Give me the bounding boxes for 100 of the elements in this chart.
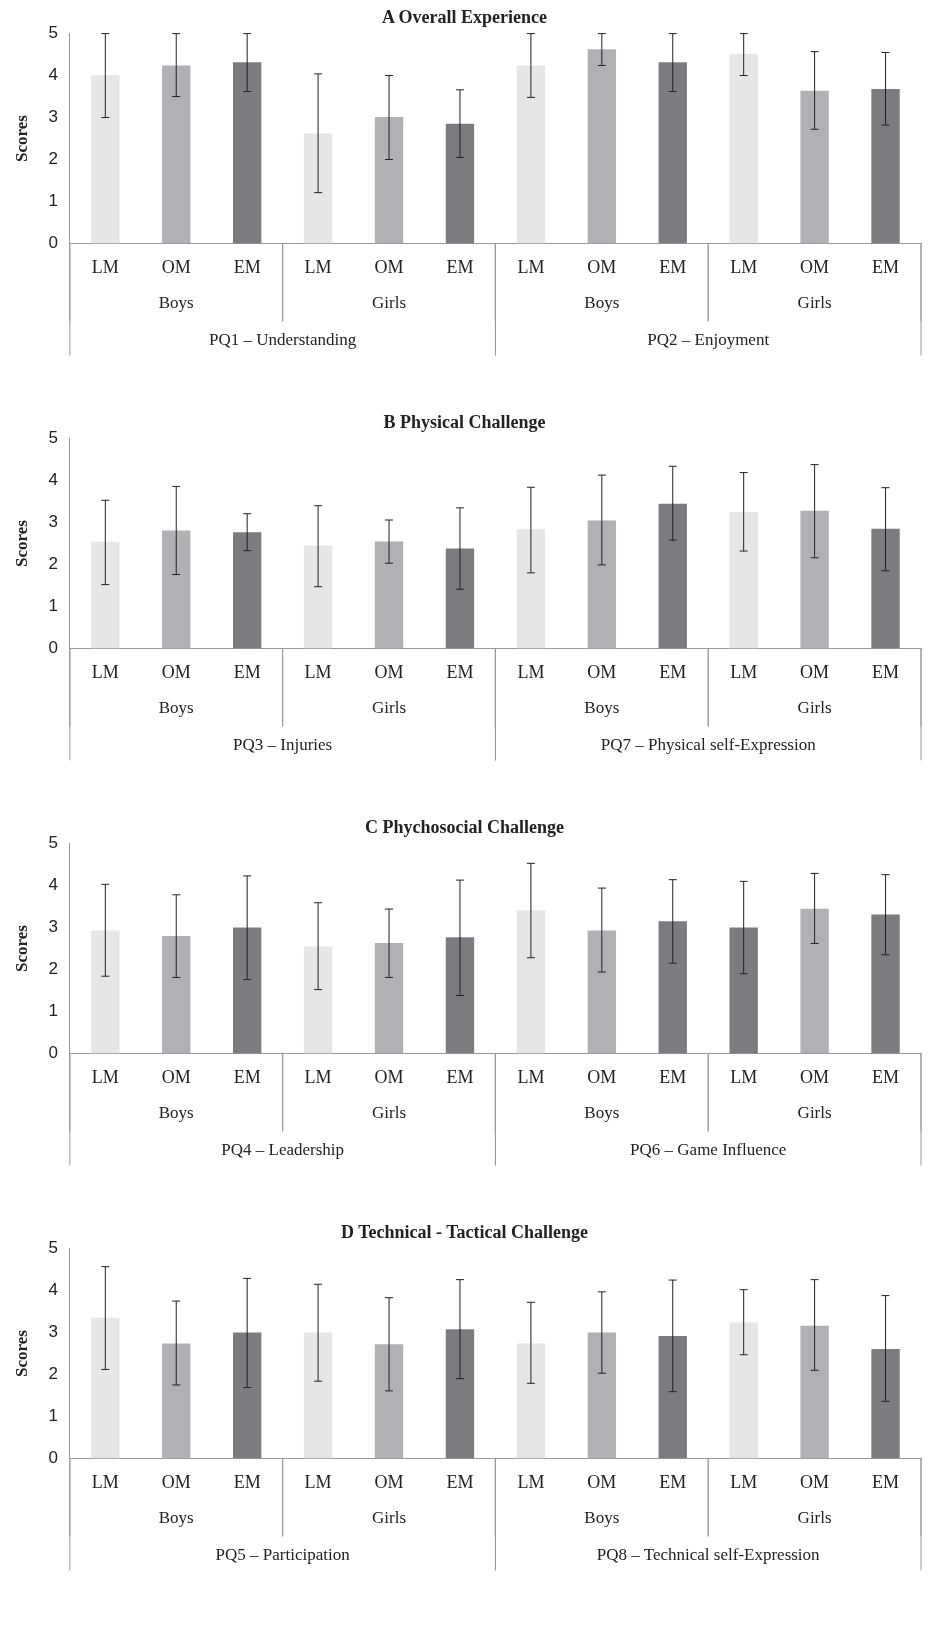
x-tick-label: EM [872,1066,900,1087]
bar [445,1329,475,1459]
x-tick-label: OM [374,256,404,277]
bar [587,1332,617,1459]
x-tick-label: EM [446,256,474,277]
text: Boys [158,1507,194,1527]
x-tick-label: OM [161,661,191,682]
bar [800,1325,829,1459]
x-tick-label: EM [659,256,687,277]
text: Girls [372,1507,407,1527]
y-tick-label: 5 [48,428,58,448]
bar [658,503,687,649]
bar [162,65,191,244]
bar [516,1343,546,1459]
x-tick-label: LM [91,661,119,682]
bar [800,90,829,244]
text: Boys [158,697,194,717]
x-tick-label: OM [374,1471,404,1492]
x-tick-label: LM [517,661,545,682]
x-tick-label: LM [730,1471,758,1492]
bar [303,946,333,1054]
y-tick-label: 4 [48,1280,58,1300]
y-axis-title: Scores [11,114,31,162]
y-tick-label: 1 [48,191,58,211]
y-tick-label: 1 [48,596,58,616]
bar [374,541,404,649]
text: Girls [372,1102,407,1122]
y-tick-label: 5 [48,1238,58,1258]
bar [871,1348,900,1459]
x-tick-label: EM [233,1471,261,1492]
y-tick-label: 5 [48,23,58,43]
text: Boys [584,1102,620,1122]
text: Girls [797,1507,832,1527]
y-tick-label: 4 [48,470,58,490]
text: PQ6 – Game Influence [630,1139,787,1159]
bar [445,548,475,649]
bar [232,1332,262,1459]
x-tick-label: EM [872,256,900,277]
bar [516,529,546,649]
bar [91,541,120,649]
bar [658,1335,687,1459]
bar [374,1344,404,1459]
text: Boys [584,292,620,312]
x-tick-label: OM [587,1471,617,1492]
x-tick-label: EM [872,1471,900,1492]
text: Boys [158,292,194,312]
text: Girls [372,292,407,312]
x-tick-label: LM [517,1066,545,1087]
bar [871,528,900,649]
chart-title: A Overall Experience [382,7,547,28]
text: Girls [797,1102,832,1122]
y-tick-label: 0 [48,638,58,658]
x-tick-label: EM [872,661,900,682]
text: PQ3 – Injuries [233,734,333,754]
x-tick-label: EM [233,1066,261,1087]
bar [162,935,191,1054]
bar [800,510,829,649]
y-tick-label: 0 [48,1043,58,1063]
x-tick-label: LM [304,256,332,277]
bar [587,930,617,1054]
text: Girls [797,697,832,717]
y-tick-label: 0 [48,233,58,253]
y-tick-label: 0 [48,1448,58,1468]
text: PQ1 – Understanding [208,329,357,349]
x-tick-label: OM [800,661,830,682]
bar [303,545,333,649]
x-tick-label: OM [587,1066,617,1087]
y-tick-label: 2 [48,149,58,169]
bar [871,88,900,244]
bar [658,921,687,1054]
x-tick-label: LM [304,1066,332,1087]
text: PQ8 – Technical self-Expression [596,1544,821,1564]
bar [587,520,617,649]
x-tick-label: LM [730,256,758,277]
x-tick-label: OM [800,1471,830,1492]
bar [445,123,475,244]
text: Girls [797,292,832,312]
bar [658,62,687,244]
x-tick-label: EM [446,1066,474,1087]
x-tick-label: LM [730,661,758,682]
text: Boys [584,1507,620,1527]
x-tick-label: OM [800,1066,830,1087]
y-axis-title: Scores [11,1329,31,1377]
x-tick-label: OM [161,1471,191,1492]
x-tick-label: OM [374,1066,404,1087]
text: Girls [372,697,407,717]
x-tick-label: OM [587,256,617,277]
bar [587,49,617,244]
bar [516,910,546,1054]
y-tick-label: 3 [48,1322,58,1342]
y-axis-title: Scores [11,924,31,972]
y-tick-label: 3 [48,512,58,532]
bar [445,937,475,1054]
x-tick-label: OM [161,256,191,277]
chart-title: C Phychosocial Challenge [364,817,565,838]
bar [516,65,546,244]
text: PQ2 – Enjoyment [647,329,770,349]
y-tick-label: 4 [48,65,58,85]
bar [303,133,333,244]
x-tick-label: LM [304,1471,332,1492]
